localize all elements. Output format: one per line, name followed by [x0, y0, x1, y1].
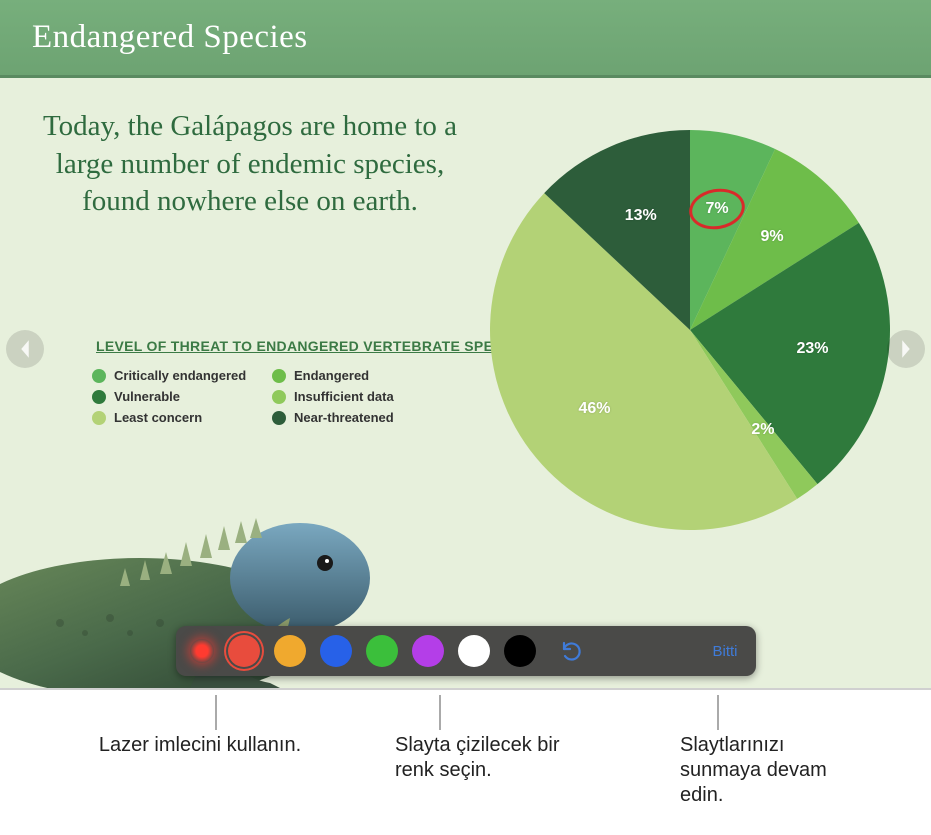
slide-title-bar: Endangered Species [0, 0, 931, 78]
pie-slice-label: 2% [751, 421, 774, 439]
legend: Critically endangered Endangered Vulnerabl… [92, 368, 442, 425]
legend-label: Endangered [294, 368, 369, 383]
drawing-toolbar: Bitti [176, 626, 756, 676]
legend-label: Near-threatened [294, 410, 394, 425]
pie-slice-label: 23% [796, 340, 828, 358]
legend-swatch [272, 369, 286, 383]
pie-slice-label: 9% [760, 228, 783, 246]
legend-item: Insufficient data [272, 389, 442, 404]
legend-label: Vulnerable [114, 389, 180, 404]
legend-item: Critically endangered [92, 368, 262, 383]
callouts-region: Lazer imlecini kullanın. Slayta çizilece… [0, 695, 931, 835]
legend-item: Near-threatened [272, 410, 442, 425]
legend-item: Vulnerable [92, 389, 262, 404]
legend-item: Endangered [272, 368, 442, 383]
legend-label: Least concern [114, 410, 202, 425]
laser-pointer-button[interactable] [190, 639, 214, 663]
pie-chart: 7%9%23%2%46%13% [490, 130, 890, 530]
callout-color: Slayta çizilecek bir renk seçin. [395, 733, 565, 783]
legend-label: Insufficient data [294, 389, 394, 404]
chevron-right-icon [899, 339, 913, 359]
legend-heading: LEVEL OF THREAT TO ENDANGERED VERTEBRATE… [96, 338, 527, 354]
color-swatch-button[interactable] [458, 635, 490, 667]
done-button[interactable]: Bitti [708, 639, 741, 664]
prev-slide-button[interactable] [6, 330, 44, 368]
slide-body-text: Today, the Galápagos are home to a large… [40, 108, 460, 221]
legend-label: Critically endangered [114, 368, 246, 383]
pie-slice-label: 13% [625, 207, 657, 225]
color-swatch-button[interactable] [366, 635, 398, 667]
legend-swatch [272, 390, 286, 404]
slide: Endangered Species Today, the Galápagos … [0, 0, 931, 690]
undo-icon [560, 639, 584, 663]
legend-swatch [92, 411, 106, 425]
callout-laser: Lazer imlecini kullanın. [95, 733, 305, 758]
color-swatch-button[interactable] [274, 635, 306, 667]
color-swatch-button[interactable] [412, 635, 444, 667]
slide-title: Endangered Species [32, 19, 308, 56]
callout-done: Slaytlarınızı sunmaya devam edin. [680, 733, 860, 808]
undo-button[interactable] [556, 635, 588, 667]
chevron-left-icon [18, 339, 32, 359]
color-swatch-button[interactable] [320, 635, 352, 667]
legend-item: Least concern [92, 410, 262, 425]
next-slide-button[interactable] [887, 330, 925, 368]
legend-swatch [92, 390, 106, 404]
legend-swatch [92, 369, 106, 383]
pie-slice-label: 46% [578, 400, 610, 418]
color-swatch-button[interactable] [228, 635, 260, 667]
color-swatch-button[interactable] [504, 635, 536, 667]
legend-swatch [272, 411, 286, 425]
